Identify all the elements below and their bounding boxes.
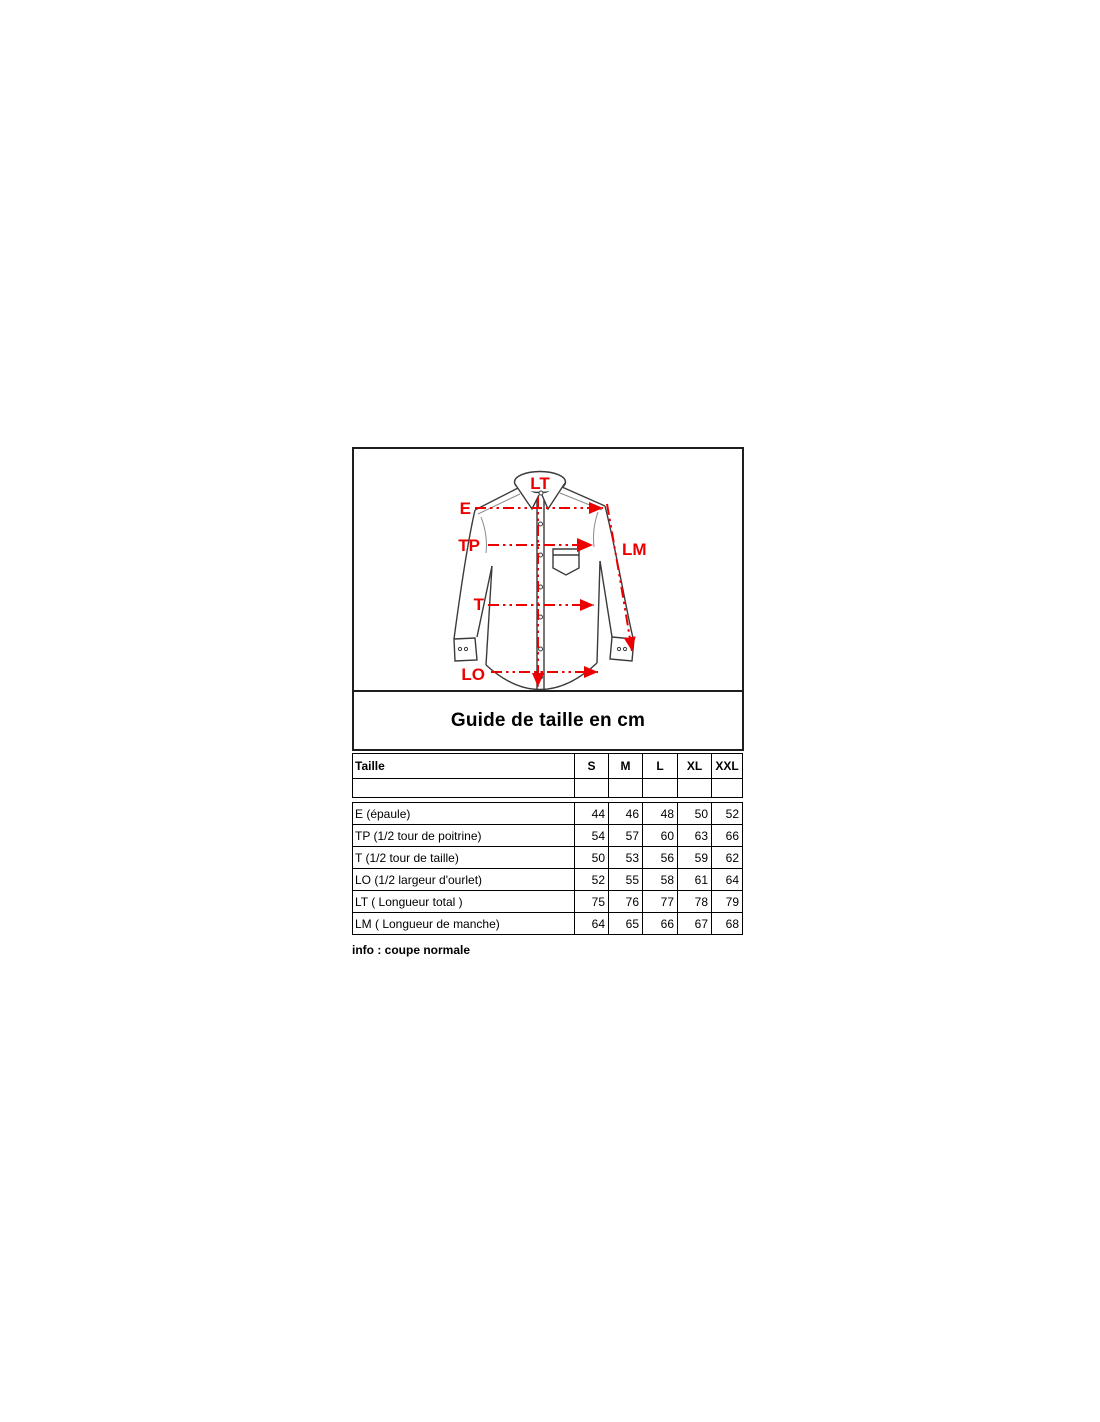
col-header-m: M: [608, 753, 643, 779]
row-label: LM ( Longueur de manche): [352, 912, 575, 935]
size-value: 64: [574, 912, 609, 935]
size-value: 52: [711, 802, 743, 825]
size-value: 62: [711, 846, 743, 869]
shirt-diagram-box: LT E TP LM T LO: [352, 447, 744, 692]
spacer-row: [352, 778, 743, 798]
row-label: LT ( Longueur total ): [352, 890, 575, 913]
size-table-header: Taille S M L XL XXL: [352, 753, 743, 798]
row-label: LO (1/2 largeur d'ourlet): [352, 868, 575, 891]
size-value: 55: [608, 868, 643, 891]
size-value: 50: [574, 846, 609, 869]
size-value: 52: [574, 868, 609, 891]
size-value: 79: [711, 890, 743, 913]
size-guide-sheet: LT E TP LM T LO Guide de taille en cm Ta…: [352, 447, 744, 957]
measure-label-lo: LO: [461, 665, 485, 684]
size-value: 48: [642, 802, 678, 825]
shirt-measurement-diagram-icon: LT E TP LM T LO: [453, 470, 647, 690]
table-row: E (épaule) 44 46 48 50 52: [352, 802, 743, 825]
measure-label-t: T: [474, 595, 485, 614]
measure-label-e: E: [460, 499, 471, 518]
col-header-taille: Taille: [352, 753, 575, 779]
shirt-collar: [513, 470, 567, 511]
measurement-arrows: LT E TP LM T LO: [458, 474, 647, 687]
size-value: 59: [677, 846, 712, 869]
size-value: 76: [608, 890, 643, 913]
measure-label-lt: LT: [530, 474, 550, 493]
size-value: 77: [642, 890, 678, 913]
table-row: LO (1/2 largeur d'ourlet) 52 55 58 61 64: [352, 868, 743, 891]
table-row: TP (1/2 tour de poitrine) 54 57 60 63 66: [352, 824, 743, 847]
col-header-l: L: [642, 753, 678, 779]
size-value: 50: [677, 802, 712, 825]
size-value: 65: [608, 912, 643, 935]
col-header-xl: XL: [677, 753, 712, 779]
col-header-s: S: [574, 753, 609, 779]
size-value: 66: [711, 824, 743, 847]
size-value: 58: [642, 868, 678, 891]
size-value: 67: [677, 912, 712, 935]
row-label: TP (1/2 tour de poitrine): [352, 824, 575, 847]
table-row: LT ( Longueur total ) 75 76 77 78 79: [352, 890, 743, 913]
size-value: 75: [574, 890, 609, 913]
shirt-pocket: [552, 548, 580, 576]
size-value: 64: [711, 868, 743, 891]
page-title: Guide de taille en cm: [450, 709, 646, 731]
size-value: 66: [642, 912, 678, 935]
row-label: T (1/2 tour de taille): [352, 846, 575, 869]
size-value: 53: [608, 846, 643, 869]
size-table: E (épaule) 44 46 48 50 52 TP (1/2 tour d…: [352, 802, 743, 935]
size-value: 78: [677, 890, 712, 913]
col-header-xxl: XXL: [711, 753, 743, 779]
size-value: 61: [677, 868, 712, 891]
info-note: info : coupe normale: [352, 943, 471, 957]
size-value: 60: [642, 824, 678, 847]
size-value: 46: [608, 802, 643, 825]
table-row: LM ( Longueur de manche) 64 65 66 67 68: [352, 912, 743, 935]
measure-label-lm: LM: [622, 540, 647, 559]
size-value: 57: [608, 824, 643, 847]
title-box: Guide de taille en cm: [352, 690, 744, 751]
size-value: 63: [677, 824, 712, 847]
size-value: 68: [711, 912, 743, 935]
size-value: 56: [642, 846, 678, 869]
table-row: T (1/2 tour de taille) 50 53 56 59 62: [352, 846, 743, 869]
measure-label-tp: TP: [458, 536, 480, 555]
measure-line-lm: [606, 503, 636, 652]
size-value: 44: [574, 802, 609, 825]
size-value: 54: [574, 824, 609, 847]
table-header-row: Taille S M L XL XXL: [352, 753, 743, 779]
row-label: E (épaule): [352, 802, 575, 825]
